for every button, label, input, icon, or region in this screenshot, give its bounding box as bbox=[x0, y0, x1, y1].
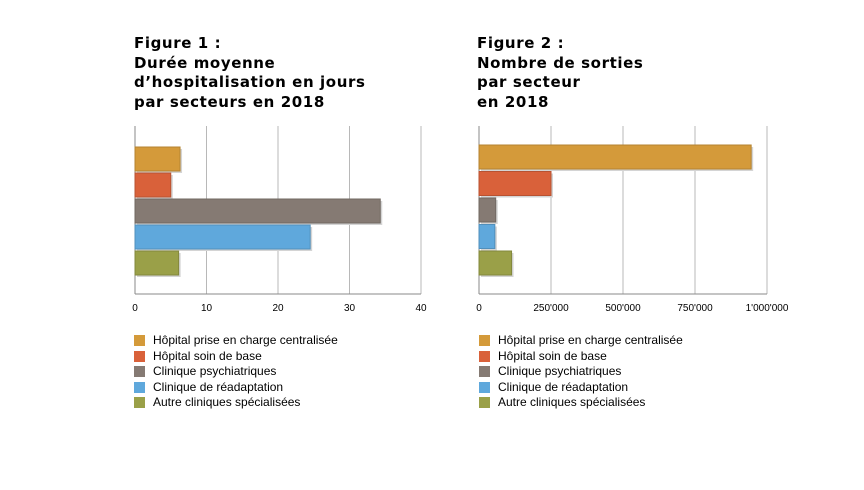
legend-swatch bbox=[479, 397, 490, 408]
x-tick-label: 10 bbox=[201, 303, 213, 314]
figure-2-title: Figure 2 : Nombre de sorties par secteur… bbox=[477, 34, 643, 112]
bar bbox=[134, 198, 381, 224]
legend-label: Clinique psychiatriques bbox=[498, 364, 622, 378]
figure-1-title: Figure 1 : Durée moyenne d’hospitalisati… bbox=[134, 34, 366, 112]
legend-label: Autre cliniques spécialisées bbox=[498, 395, 646, 409]
figure-2-title-line: en 2018 bbox=[477, 92, 550, 111]
legend-label: Clinique de réadaptation bbox=[153, 379, 284, 394]
legend-label: Hôpital prise en charge centralisée bbox=[153, 333, 338, 347]
figure-2-title-line: Figure 2 : bbox=[477, 34, 565, 52]
figure-1-title-line: Figure 1 : bbox=[134, 34, 222, 52]
legend-swatch bbox=[134, 381, 145, 393]
figure-2-title-line: Nombre de sorties bbox=[477, 53, 644, 72]
legend-swatch bbox=[479, 366, 490, 377]
figure-1-title-line: Durée moyenne bbox=[134, 53, 276, 72]
legend-swatch bbox=[479, 381, 490, 393]
legend-swatch bbox=[134, 397, 145, 408]
figure-1-title-line: d’hospitalisation en jours bbox=[134, 73, 366, 91]
x-tick-label: 0 bbox=[132, 303, 138, 314]
bar bbox=[134, 146, 181, 172]
legend-label: Clinique de réadaptation bbox=[498, 379, 629, 394]
legend-swatch bbox=[479, 335, 490, 346]
x-tick-label: 20 bbox=[272, 303, 284, 314]
legend-swatch bbox=[479, 350, 490, 362]
legend-label: Hôpital soin de base bbox=[498, 348, 607, 363]
legend-label: Autre cliniques spécialisées bbox=[153, 395, 301, 409]
legend-swatch bbox=[134, 366, 145, 377]
legend-label: Clinique psychiatriques bbox=[153, 364, 277, 378]
bar bbox=[134, 172, 172, 198]
legend-label: Hôpital soin de base bbox=[153, 348, 262, 363]
legend-label: Hôpital prise en charge centralisée bbox=[498, 333, 683, 347]
figure-2-title-line: par secteur bbox=[477, 73, 581, 91]
legend-swatch bbox=[134, 350, 145, 362]
x-tick-label: 40 bbox=[415, 303, 427, 314]
figure-1-title-line: par secteurs en 2018 bbox=[134, 92, 325, 111]
bar bbox=[134, 224, 311, 250]
legend-swatch bbox=[134, 335, 145, 346]
bar bbox=[134, 250, 180, 276]
x-tick-label: 30 bbox=[344, 303, 356, 314]
